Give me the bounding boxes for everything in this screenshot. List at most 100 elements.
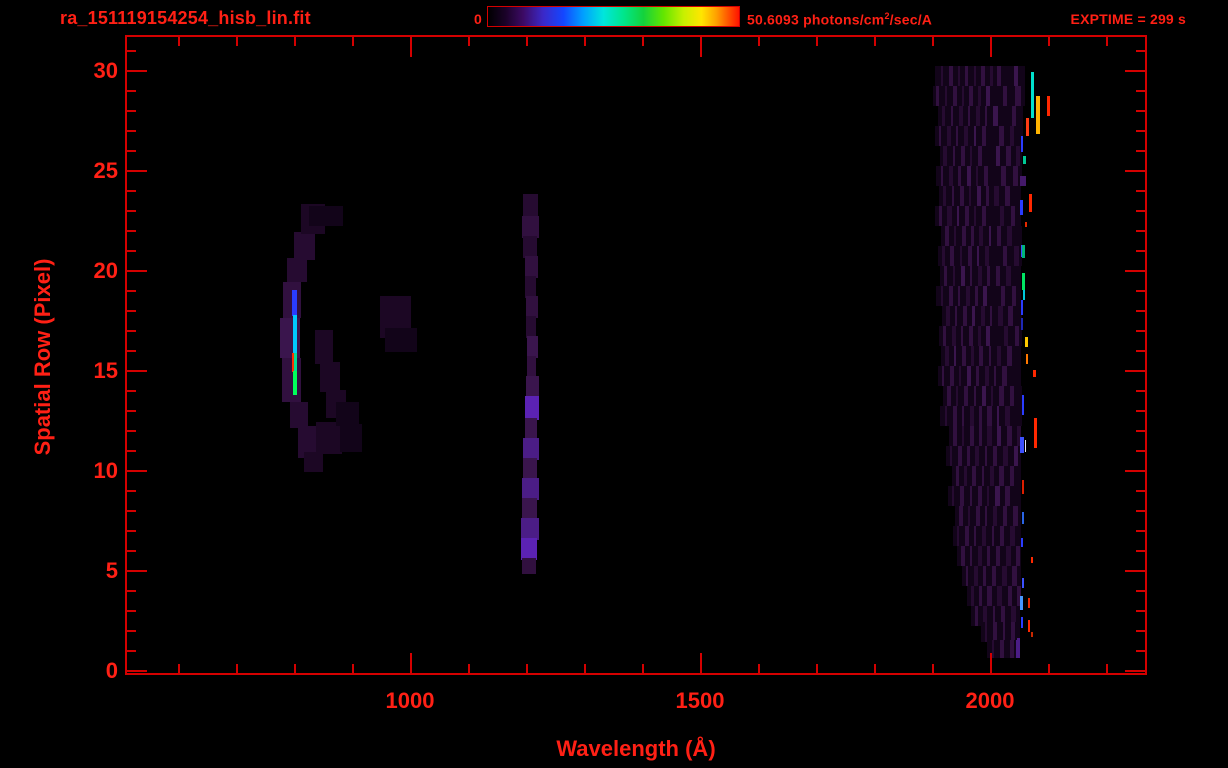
band-streak [977, 486, 982, 506]
band-streak [1000, 606, 1006, 626]
axis-tick [932, 664, 934, 675]
band-streak [964, 206, 969, 226]
spectral-feature [289, 402, 308, 428]
band-streak [975, 286, 978, 306]
band-streak [981, 466, 984, 486]
y-tick-label: 5 [105, 558, 118, 583]
band-streak [1006, 266, 1011, 286]
band-streak [957, 286, 961, 306]
band-streak [960, 146, 965, 166]
band-streak [979, 586, 982, 606]
band-streak [973, 126, 976, 146]
axis-tick [1125, 370, 1147, 372]
spectral-feature [1030, 72, 1034, 118]
axis-tick [1048, 664, 1050, 675]
axis-tick [125, 270, 147, 272]
band-streak [970, 266, 973, 286]
band-streak [997, 586, 1002, 606]
band-streak [959, 106, 964, 126]
band-streak [983, 286, 988, 306]
band-streak [946, 126, 951, 146]
band-streak [996, 406, 1000, 426]
axis-tick [1125, 470, 1147, 472]
band-streak [943, 146, 948, 166]
axis-tick [700, 35, 702, 57]
axis-tick [125, 370, 147, 372]
axis-tick [700, 653, 702, 675]
band-streak [944, 86, 947, 106]
band-streak [970, 586, 975, 606]
band-streak [989, 306, 993, 326]
axis-tick [1136, 190, 1147, 192]
band-streak [991, 526, 994, 546]
band-streak [1009, 386, 1015, 406]
spectral-feature [280, 318, 300, 358]
band-streak [978, 546, 983, 566]
band-streak [980, 306, 985, 326]
spectral-feature [1023, 156, 1026, 164]
band-row-base [935, 206, 1022, 226]
band-streak [949, 166, 954, 186]
band-streak [953, 346, 957, 366]
spectral-feature [293, 353, 297, 372]
band-streak [960, 486, 965, 506]
y-tick-label: 0 [105, 658, 118, 683]
band-streak [940, 286, 943, 306]
band-streak [975, 446, 980, 466]
band-streak [971, 346, 974, 366]
band-streak [958, 166, 961, 186]
spectral-feature [1021, 512, 1025, 524]
band-streak [960, 326, 964, 346]
band-streak [983, 566, 986, 586]
axis-tick [125, 470, 147, 472]
spectral-feature [1021, 578, 1025, 588]
band-streak [1012, 566, 1018, 586]
axis-tick [125, 410, 136, 412]
band-streak [1016, 146, 1020, 166]
band-streak [956, 386, 959, 406]
band-row-base [945, 446, 1022, 466]
axis-tick [410, 653, 412, 675]
axis-tick [125, 150, 136, 152]
y-tick-label: 10 [93, 458, 118, 483]
band-streak [989, 466, 994, 486]
axis-tick [125, 630, 136, 632]
band-streak [988, 346, 991, 366]
band-streak [967, 446, 970, 466]
band-streak [955, 466, 960, 486]
band-streak [970, 546, 973, 566]
band-streak [953, 226, 957, 246]
band-streak [986, 186, 989, 206]
y-tick-label: 20 [93, 258, 118, 283]
band-streak [1010, 526, 1015, 546]
spectral-feature [315, 422, 343, 454]
axis-tick [125, 250, 136, 252]
band-streak [1004, 186, 1010, 206]
spectral-feature [523, 458, 538, 480]
spectral-feature [340, 424, 363, 452]
spectral-feature [524, 256, 538, 278]
spectral-feature [1022, 290, 1026, 300]
band-streak [952, 146, 955, 166]
spectral-feature [1024, 222, 1027, 227]
spectral-feature [293, 232, 315, 260]
band-streak [951, 326, 956, 346]
band-streak [984, 166, 989, 186]
band-streak [1000, 286, 1006, 306]
colorbar-min-label: 0 [474, 11, 482, 27]
spectral-feature [303, 452, 323, 472]
band-streak [977, 246, 980, 266]
axis-tick [1136, 110, 1147, 112]
axis-tick [178, 35, 180, 46]
axis-tick [1125, 170, 1147, 172]
band-streak [986, 486, 990, 506]
axis-tick [468, 35, 470, 46]
band-row-base [955, 506, 1022, 526]
spectral-feature [286, 258, 307, 282]
band-streak [972, 466, 977, 486]
band-row-base [938, 326, 1023, 346]
axis-tick [1125, 270, 1147, 272]
band-streak [964, 386, 969, 406]
band-streak [938, 126, 942, 146]
band-streak [1013, 506, 1018, 526]
